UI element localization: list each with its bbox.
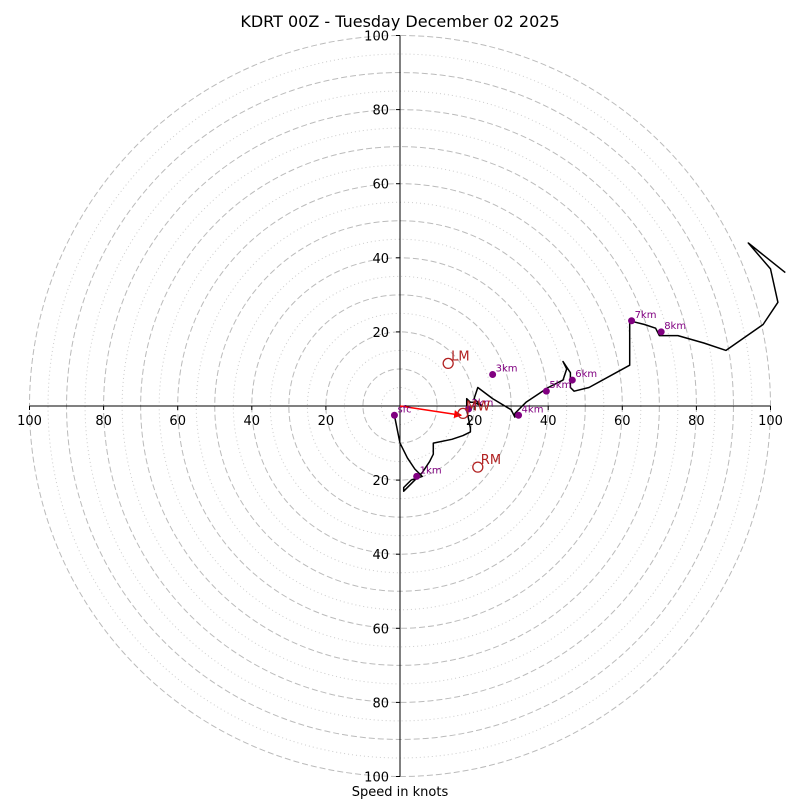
x-tick-label: 80 xyxy=(688,414,705,429)
height-marker-5km xyxy=(542,387,550,395)
height-marker-3km xyxy=(489,371,497,379)
shear-arrow xyxy=(399,405,463,419)
hodograph-trace xyxy=(393,242,786,492)
height-marker-6km xyxy=(568,376,576,384)
y-tick-label: 60 xyxy=(372,178,389,193)
height-marker-4km xyxy=(515,411,523,419)
x-tick-label: 60 xyxy=(169,414,186,429)
markers: sfc 1km 2km 3km 4km 5km 6km 7km 8km LM RM MW xyxy=(390,310,686,480)
motion-marker-RM xyxy=(472,461,484,473)
height-label-7km: 7km xyxy=(635,310,657,321)
height-label-8km: 8km xyxy=(664,321,686,332)
height-marker-sfc xyxy=(390,411,398,419)
wind-profile xyxy=(393,242,786,492)
x-tick-label: 100 xyxy=(758,414,783,429)
x-tick-label: 80 xyxy=(95,414,112,429)
x-axis-label: Speed in knots xyxy=(352,785,449,800)
y-tick-label: 100 xyxy=(364,30,389,45)
height-label-sfc: sfc xyxy=(397,404,411,415)
y-tick-label: 40 xyxy=(372,548,389,563)
y-tick-label: 80 xyxy=(372,696,389,711)
x-tick-label: 20 xyxy=(318,414,335,429)
y-tick-label: 100 xyxy=(364,771,389,786)
height-marker-7km xyxy=(628,317,636,325)
chart-title: KDRT 00Z - Tuesday December 02 2025 xyxy=(240,12,559,31)
x-tick-label: 60 xyxy=(614,414,631,429)
x-tick-label: 40 xyxy=(540,414,557,429)
height-label-4km: 4km xyxy=(522,404,544,415)
y-tick-label: 60 xyxy=(372,622,389,637)
motion-marker-LM xyxy=(442,357,454,370)
height-label-1km: 1km xyxy=(420,465,442,476)
motion-label-RM: RM xyxy=(481,453,501,468)
y-tick-label: 40 xyxy=(372,252,389,267)
height-label-3km: 3km xyxy=(496,364,518,375)
motion-marker-MW xyxy=(457,407,469,420)
motion-label-MW: MW xyxy=(466,399,490,414)
x-tick-label: 100 xyxy=(17,414,42,429)
height-label-2km: 2km xyxy=(472,398,494,409)
y-tick-label: 80 xyxy=(372,104,389,119)
motion-label-LM: LM xyxy=(451,349,469,364)
y-tick-label: 20 xyxy=(372,326,389,341)
y-tick-label: 20 xyxy=(372,474,389,489)
height-marker-1km xyxy=(413,472,421,480)
x-tick-label: 40 xyxy=(244,414,261,429)
height-label-5km: 5km xyxy=(549,380,571,391)
axes: 100 80 60 40 20 20 40 60 80 100100806040202040608… xyxy=(17,30,783,786)
height-marker-8km xyxy=(657,328,665,336)
height-label-6km: 6km xyxy=(575,369,597,380)
